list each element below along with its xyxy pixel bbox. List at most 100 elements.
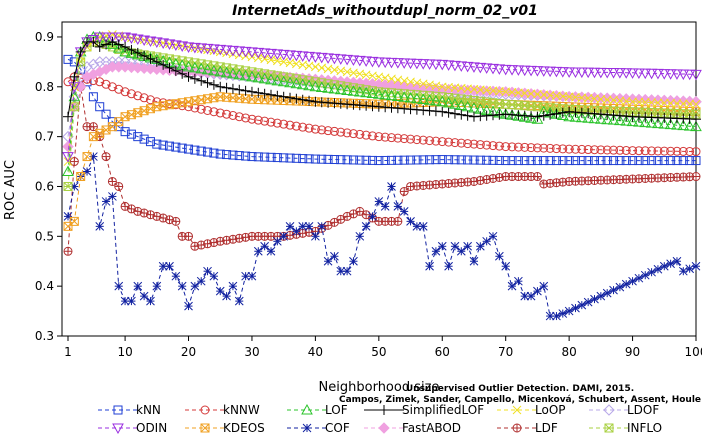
point-odin (411, 58, 423, 70)
point-knnw (63, 77, 73, 87)
point-knn (526, 156, 536, 166)
legend-label-lof: LOF (325, 403, 348, 417)
point-knn (469, 155, 479, 165)
point-cof (514, 276, 523, 286)
point-knn (152, 139, 162, 149)
point-odin (303, 51, 315, 63)
point-odin (518, 65, 531, 77)
point-lof (328, 83, 341, 94)
point-cof (95, 221, 105, 231)
point-knnw (336, 127, 346, 137)
legend-label-kdeos: KDEOS (223, 421, 265, 434)
point-cof (526, 291, 536, 301)
legend-label-loop: LoOP (535, 403, 566, 417)
point-lof (664, 118, 677, 130)
point-odin (601, 67, 614, 79)
point-cof (222, 291, 231, 301)
point-loop (628, 97, 637, 107)
point-simplifiedlof (462, 110, 473, 121)
point-knn (247, 152, 257, 162)
point-knnw (95, 77, 105, 87)
point-cof (311, 231, 320, 241)
axes-group: 1 10 20 30 40 50 60 70 80 90 100 0.3 0.4 0.5 0.6 0.7 0.8… (35, 21, 702, 359)
point-odin (645, 68, 658, 80)
point-odin (93, 32, 106, 43)
point-knn (539, 156, 549, 166)
point-lof (360, 86, 372, 98)
point-odin (315, 52, 328, 64)
point-lof (575, 111, 588, 123)
point-ldf (88, 122, 98, 132)
point-cof (691, 261, 701, 271)
point-knn (374, 156, 384, 166)
point-odin (87, 34, 100, 46)
point-odin (506, 65, 518, 76)
point-odin (563, 67, 575, 78)
point-lof (112, 42, 125, 53)
point-odin (252, 47, 265, 59)
point-cof (482, 236, 492, 246)
point-simplifiedlof (132, 47, 143, 58)
point-knnw (609, 145, 619, 155)
point-lof (442, 96, 455, 108)
point-cof (158, 261, 168, 271)
point-knnw (215, 108, 225, 118)
point-knn (145, 137, 155, 147)
point-cof (545, 311, 555, 321)
point-lof (233, 68, 246, 80)
point-lof (379, 88, 392, 100)
point-lof (220, 66, 233, 78)
series-cof (63, 152, 701, 321)
point-knn (215, 149, 225, 159)
point-odin (119, 32, 131, 43)
legend-label-fastabod: FastABOD (402, 421, 461, 434)
point-cof (234, 296, 244, 306)
point-lof (531, 113, 544, 124)
point-odin (239, 46, 252, 58)
point-knnw (234, 112, 244, 122)
point-cof (190, 281, 200, 291)
point-lof (303, 79, 315, 91)
point-knn (171, 142, 181, 152)
point-odin (68, 82, 81, 93)
point-simplifiedlof (75, 46, 86, 57)
point-knn (513, 156, 523, 166)
point-lof (455, 99, 468, 110)
point-odin (588, 67, 601, 79)
point-knnw (659, 146, 669, 156)
point-odin (449, 60, 461, 72)
point-ldf (114, 181, 124, 191)
legend-marker-fastabod (378, 422, 390, 434)
point-odin (265, 48, 277, 60)
point-cof (418, 221, 428, 231)
point-lof (633, 116, 645, 127)
point-knn (387, 155, 397, 165)
point-knn (577, 156, 587, 166)
point-ldf (164, 215, 174, 225)
point-simplifiedlof (437, 106, 448, 117)
legend-item-lof: LOF (287, 403, 348, 417)
point-knn (107, 117, 117, 127)
point-knn (329, 155, 339, 165)
point-simplifiedlof (246, 86, 257, 97)
legend-label-knn: kNN (136, 403, 161, 417)
point-knn (437, 155, 447, 165)
point-simplifiedlof (532, 111, 543, 122)
point-lof (265, 73, 277, 85)
point-knn (310, 154, 320, 164)
y-tick-label: 0.9 (35, 30, 54, 44)
point-odin (201, 43, 214, 55)
point-odin (195, 43, 208, 54)
point-knnw (266, 117, 276, 127)
series-line-kdeos (67, 96, 697, 227)
point-knnw (678, 146, 688, 156)
point-knnw (139, 93, 149, 103)
point-odin (208, 44, 220, 55)
y-axis-label: ROC AUC (3, 160, 18, 220)
point-knnw (469, 139, 479, 149)
point-odin (341, 54, 353, 66)
point-simplifiedlof (297, 94, 308, 105)
point-odin (607, 68, 620, 79)
point-knn (126, 129, 136, 139)
point-cof (323, 256, 333, 266)
